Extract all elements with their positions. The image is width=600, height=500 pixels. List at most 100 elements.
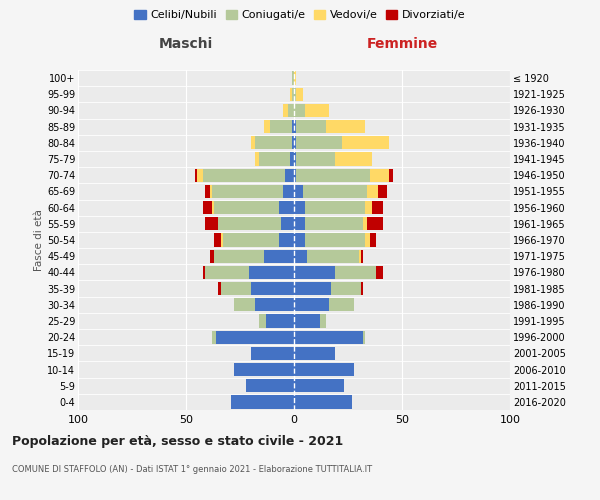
Bar	[294, 201, 305, 214]
Bar	[214, 201, 279, 214]
Bar	[372, 201, 383, 214]
Bar	[329, 298, 355, 312]
Bar	[370, 234, 376, 246]
Bar	[294, 120, 296, 134]
Bar	[296, 168, 370, 182]
Bar	[361, 282, 363, 295]
Bar	[294, 217, 305, 230]
Bar	[290, 152, 294, 166]
Bar	[205, 217, 218, 230]
Bar	[203, 201, 212, 214]
Bar	[378, 185, 387, 198]
Bar	[218, 282, 221, 295]
Bar	[232, 396, 294, 408]
Bar	[367, 217, 383, 230]
Bar	[279, 201, 294, 214]
Bar	[292, 120, 294, 134]
Text: COMUNE DI STAFFOLO (AN) - Dati ISTAT 1° gennaio 2021 - Elaborazione TUTTITALIA.I: COMUNE DI STAFFOLO (AN) - Dati ISTAT 1° …	[12, 465, 372, 474]
Bar	[292, 72, 294, 85]
Bar	[233, 298, 255, 312]
Bar	[255, 136, 292, 149]
Bar	[251, 282, 294, 295]
Bar	[294, 298, 329, 312]
Bar	[212, 201, 214, 214]
Bar	[279, 234, 294, 246]
Bar	[264, 120, 270, 134]
Bar	[203, 168, 286, 182]
Bar	[305, 217, 363, 230]
Bar	[205, 266, 248, 279]
Bar	[266, 314, 294, 328]
Legend: Celibi/Nubili, Coniugati/e, Vedovi/e, Divorziati/e: Celibi/Nubili, Coniugati/e, Vedovi/e, Di…	[130, 6, 470, 25]
Bar	[294, 314, 320, 328]
Bar	[214, 250, 264, 263]
Bar	[212, 330, 216, 344]
Bar	[292, 136, 294, 149]
Bar	[296, 136, 341, 149]
Bar	[259, 152, 290, 166]
Bar	[255, 152, 259, 166]
Bar	[216, 330, 294, 344]
Bar	[270, 120, 292, 134]
Bar	[331, 282, 361, 295]
Bar	[214, 234, 221, 246]
Bar	[294, 396, 352, 408]
Bar	[305, 234, 365, 246]
Bar	[296, 88, 302, 101]
Bar	[221, 282, 251, 295]
Text: Femmine: Femmine	[367, 38, 437, 52]
Bar	[287, 104, 294, 117]
Text: Maschi: Maschi	[159, 38, 213, 52]
Bar	[264, 250, 294, 263]
Bar	[223, 234, 279, 246]
Bar	[247, 379, 294, 392]
Bar	[255, 298, 294, 312]
Bar	[294, 234, 305, 246]
Bar	[221, 234, 223, 246]
Bar	[294, 88, 296, 101]
Bar	[281, 217, 294, 230]
Bar	[363, 217, 367, 230]
Bar	[210, 250, 214, 263]
Bar	[305, 104, 329, 117]
Bar	[389, 168, 394, 182]
Bar	[251, 346, 294, 360]
Bar	[294, 72, 296, 85]
Bar	[365, 234, 370, 246]
Bar	[212, 185, 283, 198]
Bar	[363, 330, 365, 344]
Bar	[233, 363, 294, 376]
Bar	[335, 266, 376, 279]
Bar	[320, 314, 326, 328]
Bar	[251, 136, 255, 149]
Bar	[307, 250, 359, 263]
Bar	[294, 346, 335, 360]
Bar	[210, 185, 212, 198]
Bar	[218, 217, 281, 230]
Bar	[302, 185, 367, 198]
Bar	[294, 379, 344, 392]
Y-axis label: Fasce di età: Fasce di età	[34, 209, 44, 271]
Bar	[294, 104, 305, 117]
Bar	[305, 201, 365, 214]
Bar	[294, 152, 296, 166]
Bar	[367, 185, 378, 198]
Bar	[294, 136, 296, 149]
Bar	[294, 266, 335, 279]
Bar	[341, 136, 389, 149]
Bar	[370, 168, 389, 182]
Bar	[326, 120, 365, 134]
Bar	[194, 168, 197, 182]
Bar	[376, 266, 383, 279]
Bar	[294, 168, 296, 182]
Bar	[296, 152, 335, 166]
Bar	[290, 88, 292, 101]
Text: Popolazione per età, sesso e stato civile - 2021: Popolazione per età, sesso e stato civil…	[12, 435, 343, 448]
Bar	[259, 314, 266, 328]
Bar	[248, 266, 294, 279]
Bar	[294, 185, 302, 198]
Bar	[203, 266, 205, 279]
Bar	[296, 120, 326, 134]
Bar	[283, 104, 287, 117]
Bar	[292, 88, 294, 101]
